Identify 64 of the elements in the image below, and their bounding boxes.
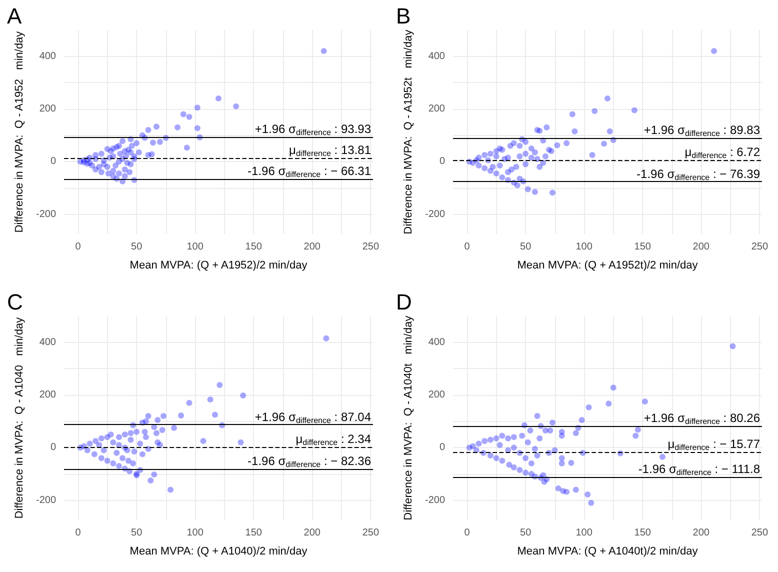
x-tick-label: 200: [304, 528, 321, 538]
x-tick-label: 150: [634, 528, 652, 538]
y-axis-title: Difference in MVPA: Q - A1040 min/day: [14, 316, 26, 519]
ref-line-label: -1.96 σ$_{difference}$ : − 111.8: [638, 462, 760, 478]
x-axis-title: Mean MVPA: (Q + A1040)/2 min/day: [130, 546, 308, 558]
x-axis-title: Mean MVPA: (Q + A1040t)/2 min/day: [517, 546, 698, 558]
x-tick-label: 200: [304, 242, 321, 252]
y-tick-label: 0: [50, 156, 56, 168]
y-tick-label: 400: [428, 336, 446, 348]
ref-line-label: μ$_{difference}$ : 13.81: [289, 142, 371, 158]
x-tick-label: 200: [692, 528, 710, 538]
x-tick-label: 100: [576, 528, 593, 538]
y-tick-label: -200: [36, 208, 56, 220]
x-tick-label: 50: [131, 528, 143, 538]
x-tick-label: 200: [692, 242, 710, 252]
y-tick-label: 400: [39, 336, 56, 348]
x-tick-label: 100: [186, 242, 204, 252]
ref-line-label: μ$_{difference}$ : 2.34: [296, 432, 371, 447]
y-tick-label: 400: [39, 50, 56, 62]
ref-line-label: μ$_{difference}$ : 6.72: [684, 144, 760, 160]
y-tick-label: 0: [439, 442, 446, 454]
x-tick-label: 0: [75, 528, 82, 538]
y-tick-label: -200: [424, 494, 446, 506]
x-tick-label: 150: [634, 242, 652, 252]
chart-title: B: [396, 4, 411, 28]
y-tick-label: 400: [428, 50, 446, 62]
ref-line-label: +1.96 σ$_{difference}$ : 80.26: [644, 411, 760, 426]
x-tick-label: 50: [131, 242, 143, 252]
chart-title: A: [7, 4, 22, 28]
y-axis-title: Difference in MVPA: Q - A1952 min/day: [14, 30, 26, 233]
y-tick-label: 200: [428, 389, 446, 400]
x-tick-label: 250: [751, 242, 768, 252]
x-tick-label: 0: [464, 528, 470, 538]
x-tick-label: 50: [520, 528, 532, 538]
ref-line-label: μ$_{difference}$ : − 15.77: [668, 436, 760, 452]
y-axis-title: Difference in MVPA: Q - A1040t min/day: [402, 315, 415, 520]
y-tick-label: 200: [39, 389, 56, 400]
x-tick-label: 250: [751, 528, 768, 538]
y-tick-label: -200: [424, 208, 446, 220]
x-tick-label: 100: [576, 242, 593, 252]
x-axis-title: Mean MVPA: (Q + A1952t)/2 min/day: [517, 260, 698, 272]
chart-title: C: [7, 290, 23, 314]
ref-line-label: -1.96 σ$_{difference}$ : − 82.36: [248, 454, 371, 470]
y-tick-label: 0: [50, 442, 56, 454]
ref-line-label: -1.96 σ$_{difference}$ : − 76.39: [636, 166, 760, 182]
ref-line-label: +1.96 σ$_{difference}$ : 89.83: [644, 122, 760, 138]
ref-line-label: +1.96 σ$_{difference}$ : 93.93: [254, 122, 371, 137]
x-tick-label: 250: [362, 528, 380, 538]
chart-title: D: [396, 290, 412, 314]
x-tick-label: 0: [75, 242, 82, 252]
ref-line-label: +1.96 σ$_{difference}$ : 87.04: [254, 410, 371, 425]
x-tick-label: 150: [245, 528, 262, 538]
y-tick-label: 200: [39, 103, 56, 114]
x-tick-label: 150: [245, 242, 262, 252]
x-tick-label: 100: [186, 528, 204, 538]
x-tick-label: 0: [464, 242, 470, 252]
x-tick-label: 50: [520, 242, 532, 252]
x-axis-title: Mean MVPA: (Q + A1952)/2 min/day: [130, 260, 308, 272]
x-tick-label: 250: [362, 242, 380, 252]
ref-line-label: -1.96 σ$_{difference}$ : − 66.31: [248, 164, 371, 180]
y-tick-label: 200: [428, 103, 446, 114]
y-axis-title: Difference in MVPA: Q - A1952t min/day: [402, 29, 415, 234]
y-tick-label: -200: [36, 494, 56, 506]
y-tick-label: 0: [439, 156, 446, 168]
